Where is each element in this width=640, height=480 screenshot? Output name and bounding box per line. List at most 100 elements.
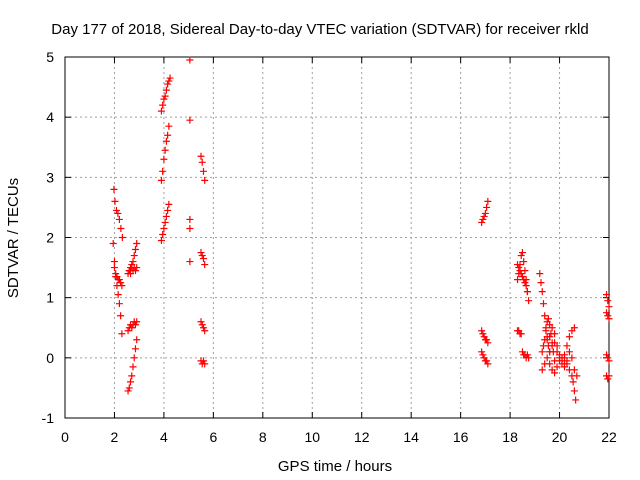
data-point <box>479 215 487 223</box>
data-point <box>201 261 209 269</box>
data-point <box>514 276 522 284</box>
data-point <box>133 336 141 344</box>
data-point <box>539 342 547 350</box>
chart-title: Day 177 of 2018, Sidereal Day-to-day VTE… <box>51 21 588 38</box>
data-point <box>546 348 554 356</box>
data-point <box>603 351 611 359</box>
data-point <box>484 197 492 205</box>
y-tick-label: 3 <box>46 169 54 185</box>
data-point <box>201 327 209 335</box>
data-point <box>186 116 194 124</box>
x-tick-label: 16 <box>453 429 469 445</box>
data-point <box>159 101 167 109</box>
data-point <box>112 206 120 214</box>
data-point <box>483 357 491 365</box>
data-point <box>568 372 576 380</box>
data-point <box>124 387 132 395</box>
data-point <box>538 366 546 374</box>
data-point <box>165 77 173 85</box>
data-point <box>164 206 172 214</box>
data-point <box>124 327 132 335</box>
data-point <box>548 324 556 332</box>
data-point <box>483 336 491 344</box>
data-point <box>166 74 174 82</box>
x-tick-label: 10 <box>304 429 320 445</box>
data-point <box>110 258 118 266</box>
data-point <box>201 176 209 184</box>
data-point <box>118 234 126 241</box>
data-point <box>604 354 612 362</box>
data-point <box>125 384 133 392</box>
data-point <box>186 215 194 223</box>
x-axis-title: GPS time / hours <box>278 458 392 475</box>
data-point <box>520 276 528 284</box>
data-point <box>518 273 526 281</box>
data-point <box>160 95 168 103</box>
x-tick-label: 22 <box>601 429 617 445</box>
data-point <box>605 315 613 323</box>
data-point <box>128 372 136 380</box>
data-point <box>481 209 489 217</box>
y-tick-label: -1 <box>42 410 55 426</box>
data-point <box>560 354 568 362</box>
data-point <box>117 279 125 287</box>
data-point <box>186 224 194 232</box>
data-point <box>201 360 209 368</box>
data-point <box>159 167 167 175</box>
data-point <box>157 237 165 245</box>
data-point <box>128 324 136 332</box>
data-point <box>115 276 123 284</box>
data-point <box>572 396 580 404</box>
data-point <box>518 249 526 257</box>
data-point <box>553 363 561 371</box>
data-point <box>198 158 206 166</box>
data-point <box>197 318 205 326</box>
data-point <box>198 321 206 329</box>
data-point <box>161 218 169 226</box>
data-point <box>130 252 138 260</box>
data-point <box>523 288 531 296</box>
data-point <box>198 252 206 260</box>
y-tick-label: 4 <box>46 109 54 125</box>
data-point <box>130 354 138 362</box>
data-point <box>479 330 487 338</box>
data-point <box>165 122 173 130</box>
data-point <box>115 300 123 308</box>
x-tick-label: 2 <box>111 429 119 445</box>
data-point <box>551 330 559 338</box>
data-point <box>517 330 525 338</box>
data-point <box>551 369 559 377</box>
y-axis-title: SDTVAR / TECUs <box>5 178 22 298</box>
data-point <box>521 279 529 287</box>
data-point <box>546 333 554 341</box>
data-point <box>541 312 549 320</box>
data-point <box>160 155 168 163</box>
data-point <box>537 279 545 287</box>
data-point <box>538 288 546 296</box>
data-point <box>514 261 522 269</box>
data-point <box>114 291 122 299</box>
data-point <box>565 333 573 341</box>
data-point <box>164 80 172 88</box>
data-point <box>536 270 544 278</box>
data-point <box>162 137 170 145</box>
data-point <box>603 291 611 299</box>
data-point <box>516 267 524 275</box>
data-point <box>525 297 533 305</box>
data-point <box>603 309 611 317</box>
data-point <box>159 230 167 238</box>
data-point <box>539 300 547 308</box>
data-point <box>118 330 126 338</box>
data-point <box>161 92 169 100</box>
data-point <box>520 258 528 266</box>
data-point <box>484 339 492 347</box>
data-point <box>199 167 207 175</box>
x-tick-label: 12 <box>354 429 370 445</box>
x-tick-label: 4 <box>160 429 168 445</box>
y-tick-label: 0 <box>46 350 54 366</box>
data-point <box>131 321 139 329</box>
data-point <box>162 212 170 220</box>
x-tick-label: 8 <box>259 429 267 445</box>
data-point <box>133 240 141 248</box>
